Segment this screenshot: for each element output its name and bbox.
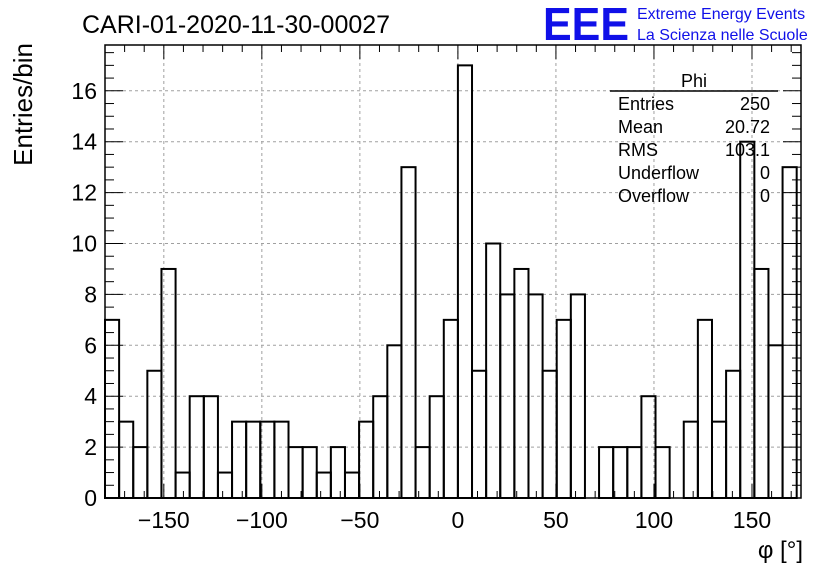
histogram-bar — [231, 420, 248, 499]
stats-value-mean: 20.72 — [725, 117, 770, 137]
histogram-bar — [696, 318, 713, 500]
y-tick-label: 14 — [71, 129, 97, 155]
x-tick-label: −50 — [340, 507, 379, 533]
histogram-bar — [626, 446, 643, 500]
stats-box: Phi Entries 250 Mean 20.72 RMS 103.1 Und… — [610, 71, 778, 206]
y-tick-label: 8 — [84, 281, 97, 307]
stats-value-rms: 103.1 — [725, 140, 770, 160]
x-tick-label: 100 — [635, 507, 673, 533]
stats-label-overflow: Overflow — [618, 186, 690, 206]
stats-value-entries: 250 — [740, 94, 770, 114]
histogram-bar — [555, 318, 572, 500]
y-tick-label: 0 — [84, 485, 97, 511]
histogram-bar — [767, 344, 784, 499]
x-tick-label: −100 — [236, 507, 288, 533]
grid-lines — [105, 45, 801, 498]
histogram-bar — [485, 242, 502, 499]
histogram-bar — [216, 471, 234, 500]
stats-label-mean: Mean — [618, 117, 663, 137]
x-axis-label: φ [°] — [758, 537, 803, 564]
x-tick-label: 150 — [733, 507, 771, 533]
histogram-bar — [301, 446, 318, 500]
histogram-bar — [442, 318, 459, 500]
histogram-bar — [329, 446, 346, 500]
histogram-bar — [725, 369, 742, 499]
logo-line-1: Extreme Energy Events — [637, 6, 805, 23]
y-tick-label: 16 — [71, 78, 97, 104]
histogram-bar — [654, 446, 671, 500]
x-tick-labels: −150 −100 −50 0 50 100 150 — [138, 507, 771, 533]
axis-ticks — [105, 45, 801, 499]
histogram-bar — [386, 344, 403, 499]
histogram-bar — [612, 446, 629, 500]
histogram-bar — [513, 267, 530, 499]
y-tick-label: 10 — [71, 231, 97, 257]
y-tick-label: 4 — [84, 383, 97, 409]
histogram-bar — [598, 446, 615, 500]
histogram-bar — [259, 420, 276, 499]
histogram-bar — [414, 446, 431, 500]
y-tick-labels: 0 2 4 6 8 10 12 14 16 — [71, 78, 97, 511]
histogram-bar — [273, 420, 290, 499]
x-tick-label: −150 — [138, 507, 190, 533]
histogram-bar — [287, 446, 304, 500]
histogram-bar — [682, 420, 699, 499]
stats-label-entries: Entries — [618, 94, 674, 114]
stats-value-underflow: 0 — [760, 163, 770, 183]
histogram-bar — [118, 420, 135, 499]
histogram-bar — [527, 293, 544, 499]
stats-value-overflow: 0 — [760, 186, 770, 206]
x-tick-label: 50 — [543, 507, 569, 533]
histogram-bar — [400, 166, 417, 499]
histogram-bar — [710, 420, 728, 499]
plot-frame — [104, 44, 802, 499]
histogram-bar — [174, 471, 191, 500]
histogram-bar — [358, 420, 375, 499]
chart-title: CARI-01-2020-11-30-00027 — [82, 11, 390, 39]
logo-line-2: La Scienza nelle Scuole — [637, 27, 808, 44]
logo-mark: EEE — [543, 0, 629, 50]
stats-title: Phi — [681, 71, 707, 91]
stats-label-rms: RMS — [618, 140, 658, 160]
histogram-bars — [104, 64, 798, 500]
y-tick-label: 6 — [84, 332, 97, 358]
histogram-bar — [456, 64, 474, 499]
stats-label-underflow: Underflow — [618, 163, 700, 183]
histogram-bar — [245, 420, 262, 499]
histogram-bar — [343, 471, 361, 500]
histogram-bar — [315, 471, 332, 500]
histogram-bar — [569, 293, 586, 499]
x-tick-label: 0 — [452, 507, 465, 533]
histogram-bar — [753, 267, 770, 499]
y-axis-label: Entries/bin — [8, 43, 38, 166]
histogram-bar — [146, 369, 163, 499]
histogram-bar — [541, 369, 558, 499]
histogram-bar — [132, 446, 149, 500]
y-tick-label: 2 — [84, 434, 97, 460]
y-tick-label: 12 — [71, 180, 97, 206]
histogram-bar — [471, 369, 488, 499]
